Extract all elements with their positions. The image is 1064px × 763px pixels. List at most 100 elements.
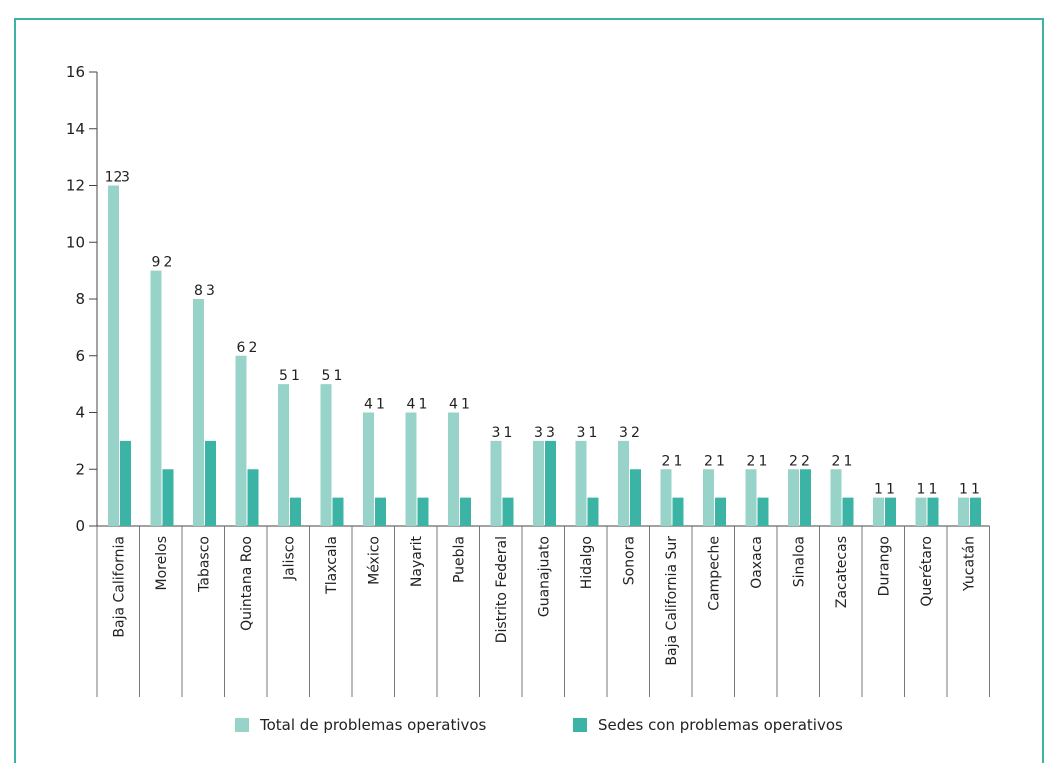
bar-total [405,412,417,526]
data-label-sedes: 1 [504,425,513,441]
category-label: Tlaxcala [324,536,340,595]
bar-sedes [587,497,599,526]
bar-total [320,384,332,526]
bar-total [788,469,799,526]
category-label: Oaxaca [749,536,765,589]
y-tick-label: 4 [75,404,85,422]
data-label-total: 1 [917,482,926,498]
category-label: Tabasco [196,536,212,593]
data-label-total: 3 [534,425,543,441]
bar-total [448,412,459,526]
bar-sedes [885,497,896,526]
bar-total [108,185,119,526]
y-tick-label: 16 [66,63,85,81]
data-label-sedes: 1 [376,397,385,413]
bar-total [575,440,587,526]
bar-total [150,270,162,526]
data-label-sedes: 1 [461,397,470,413]
bar-sedes [162,469,174,526]
category-label: Jalisco [281,536,297,581]
y-tick-label: 8 [75,290,85,308]
category-label: Querétaro [919,536,935,607]
bar-total [873,497,884,526]
data-label-total: 8 [194,283,203,299]
category-label: Yucatán [961,536,977,592]
bar-total [490,440,502,526]
data-label-total: 2 [662,453,671,469]
data-label-sedes: 1 [419,397,428,413]
bar-total [235,355,247,526]
category-label: Nayarit [409,536,425,588]
data-label-total: 1 [959,482,968,498]
bar-sedes [120,440,131,526]
data-label-sedes: 1 [589,425,598,441]
data-label-sedes: 1 [886,482,895,498]
bar-sedes [205,440,216,526]
y-tick-label: 0 [75,517,85,535]
data-label-total: 2 [747,453,756,469]
data-label-sedes: 1 [334,368,343,384]
category-label: Sinaloa [791,536,807,587]
data-label-total: 3 [577,425,586,441]
bar-sedes [757,497,769,526]
legend-label-sedes: Sedes con problemas operativos [598,716,843,734]
data-label-sedes: 2 [631,425,640,441]
legend-swatch-total [235,718,249,732]
data-label-sedes: 2 [249,340,258,356]
bar-total [830,469,842,526]
data-label-total: 5 [322,368,331,384]
data-label-total: 9 [152,255,161,271]
category-label: Quintana Roo [239,536,255,631]
bar-total [958,497,969,526]
category-label: México [366,536,382,585]
data-label-total: 5 [279,368,288,384]
bar-sedes [290,497,301,526]
category-label: Distrito Federal [494,536,510,643]
bar-sedes [417,497,429,526]
data-label-total: 3 [619,425,628,441]
data-label-sedes: 1 [759,453,768,469]
bar-sedes [927,497,939,526]
data-label-sedes: 1 [674,453,683,469]
bar-total [703,469,714,526]
category-label: Durango [876,536,892,596]
category-label: Morelos [154,536,170,590]
y-tick-label: 14 [66,120,85,138]
bar-total [745,469,757,526]
bar-sedes [715,497,726,526]
y-tick-label: 10 [66,233,85,251]
bar-total [618,440,629,526]
bar-sedes [970,497,981,526]
bar-total [363,412,374,526]
chart-frame [14,18,1044,763]
bar-total [278,384,289,526]
bar-sedes [332,497,344,526]
data-label-sedes: 1 [971,482,980,498]
data-label-total: 4 [449,397,458,413]
bar-sedes [800,469,811,526]
data-label-total: 1 [874,482,883,498]
data-label-total: 2 [789,453,798,469]
data-label-total: 12 [105,170,123,186]
data-label-total: 3 [492,425,501,441]
bar-sedes [672,497,684,526]
category-label: Baja California Sur [664,536,680,666]
bar-total [915,497,927,526]
category-label: Puebla [451,536,467,583]
data-label-total: 4 [407,397,416,413]
bar-sedes [247,469,259,526]
data-label-total: 2 [704,453,713,469]
bar-sedes [502,497,514,526]
y-tick-label: 6 [75,347,85,365]
bar-sedes [842,497,854,526]
data-label-total: 2 [832,453,841,469]
category-label: Guanajuato [536,536,552,617]
category-label: Baja California [111,536,127,638]
category-label: Zacatecas [834,536,850,608]
data-label-sedes: 1 [291,368,300,384]
data-label-sedes: 3 [206,283,215,299]
data-label-sedes: 3 [546,425,555,441]
data-label-sedes: 3 [121,170,130,186]
bar-sedes [460,497,471,526]
